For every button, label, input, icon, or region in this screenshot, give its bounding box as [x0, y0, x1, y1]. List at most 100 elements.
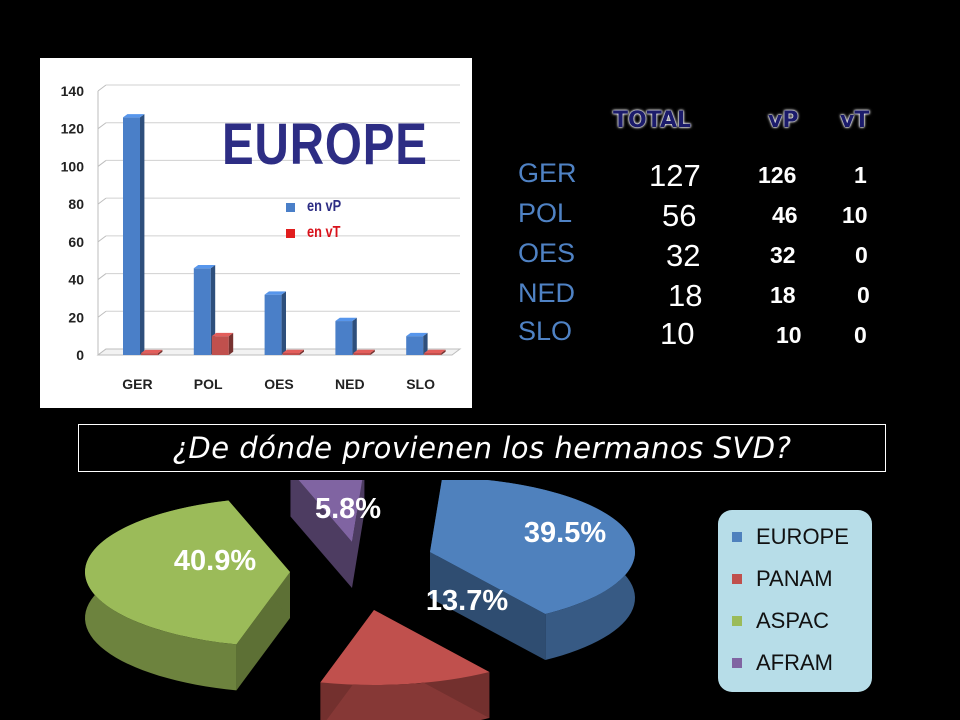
bar-front-en-vT-GER: [141, 353, 158, 356]
legend-swatch-europe: [732, 532, 742, 542]
row-name: OES: [518, 238, 576, 268]
pie-slice-wall: [290, 480, 352, 588]
bar-front-en-vP-SLO: [406, 336, 424, 355]
question-text: ¿De dónde provienen los hermanos SVD?: [172, 431, 792, 465]
header-total: TOTAL: [613, 108, 692, 133]
header-vp: vP: [768, 108, 799, 133]
data-table: TOTAL vP vT GER 127 126 1 POL 56 46 10 O…: [518, 108, 898, 358]
pie-legend: EUROPE PANAM ASPAC AFRAM: [718, 510, 872, 692]
x-tick-label: OES: [264, 376, 294, 392]
row-vt: 0: [855, 242, 868, 268]
row-vp: 46: [772, 202, 798, 228]
grid-line: [97, 310, 107, 318]
y-tick-label: 100: [61, 158, 85, 174]
legend-label-vt: en vT: [307, 224, 341, 241]
pie-value-label: 39.5%: [524, 517, 606, 549]
pie-slice-PANAM: [320, 610, 490, 685]
bar-side: [140, 114, 145, 355]
grid-line: [97, 273, 107, 280]
row-total: 127: [649, 158, 701, 193]
question-banner: ¿De dónde provienen los hermanos SVD?: [78, 424, 886, 472]
pie-legend-label: AFRAM: [756, 650, 833, 675]
row-vt: 1: [854, 162, 867, 188]
bar-front-en-vP-NED: [335, 321, 353, 355]
row-name: SLO: [518, 316, 573, 346]
x-tick-label: POL: [194, 376, 223, 392]
row-vp: 126: [758, 162, 797, 188]
legend-item-vt: en vT: [286, 220, 350, 246]
pie-legend-item: EUROPE: [732, 524, 849, 550]
bar-chart: 0 20 40 60 80 100 120 140 GER POL OES NED SLO: [61, 83, 462, 392]
legend-swatch-aspac: [732, 616, 742, 626]
bar-chart-title: EUROPE: [222, 112, 428, 177]
y-tick-label: 20: [68, 309, 84, 325]
bar-side: [423, 332, 428, 355]
pie-slice-AFRAM: [298, 480, 363, 542]
y-tick-label: 140: [61, 83, 85, 99]
bar-front-en-vT-OES: [282, 353, 300, 355]
bar-front-en-vP-GER: [123, 117, 140, 356]
bar-side: [158, 349, 163, 356]
pie-slice-ASPAC: [85, 500, 290, 645]
x-tick-label: NED: [335, 376, 365, 392]
bar-front-en-vP-OES: [264, 294, 282, 355]
bar-front-en-vP-POL: [193, 268, 211, 355]
pie-legend-label: PANAM: [756, 566, 833, 591]
legend-label-vp: en vP: [307, 198, 342, 215]
row-vp: 18: [770, 282, 796, 308]
y-tick-label: 40: [68, 272, 84, 288]
bar-chart-panel: 0 20 40 60 80 100 120 140 GER POL OES NED SLO EUROPE…: [40, 58, 472, 408]
bar-front-en-vT-POL: [211, 336, 229, 355]
legend-swatch-vp: [286, 202, 295, 212]
pie-slice-wall: [352, 480, 365, 588]
row-name: POL: [518, 198, 573, 228]
legend-item-vp: en vP: [286, 194, 350, 220]
grid-line: [97, 84, 107, 92]
pie-legend-item: PANAM: [732, 566, 833, 592]
row-total: 32: [666, 238, 701, 273]
pie-value-label: 13.7%: [426, 585, 508, 617]
bar-front-en-vT-NED: [353, 353, 371, 355]
row-total: 18: [668, 278, 703, 313]
legend-swatch-vt: [286, 228, 295, 238]
y-tick-label: 60: [68, 234, 84, 250]
bar-top: [424, 349, 446, 353]
row-name: GER: [518, 158, 577, 188]
table-row: OES 32 32 0: [518, 238, 898, 278]
bar-side: [299, 349, 304, 355]
bar-side: [352, 317, 357, 355]
table-row: POL 56 46 10: [518, 198, 898, 238]
bar-top: [335, 317, 357, 322]
bar-front-en-vT-SLO: [424, 353, 442, 355]
bar-top: [193, 264, 216, 269]
bar-top: [353, 349, 375, 353]
row-vp: 10: [776, 322, 802, 348]
legend-swatch-panam: [732, 574, 742, 584]
row-name: NED: [518, 278, 576, 308]
pie-chart: 39.5% 13.7% 40.9% 5.8%: [85, 480, 635, 720]
pie-legend-label: ASPAC: [756, 608, 829, 633]
y-tick-label: 0: [76, 347, 84, 363]
table-row: NED 18 18 0: [518, 278, 898, 318]
row-vt: 0: [854, 322, 867, 348]
row-vp: 32: [770, 242, 796, 268]
pie-value-label: 5.8%: [315, 493, 381, 525]
bar-top: [123, 114, 145, 118]
y-tick-label: 80: [68, 196, 84, 212]
row-total: 56: [662, 198, 697, 233]
pie-legend-item: AFRAM: [732, 650, 833, 676]
bar-top: [141, 349, 163, 354]
table-row: SLO 10 10 0: [518, 316, 898, 356]
bar-top: [406, 332, 428, 337]
bar-side: [441, 349, 446, 355]
bar-top: [282, 349, 304, 353]
bar-chart-legend: en vP en vT: [286, 194, 350, 246]
grid-line: [97, 160, 107, 167]
pie-legend-label: EUROPE: [756, 524, 849, 549]
row-vt: 10: [842, 202, 868, 228]
header-vt: vT: [840, 108, 870, 133]
bar-side: [370, 349, 375, 355]
bar-top: [264, 291, 286, 295]
pie-value-label: 40.9%: [174, 545, 256, 577]
grid-line: [97, 235, 107, 243]
